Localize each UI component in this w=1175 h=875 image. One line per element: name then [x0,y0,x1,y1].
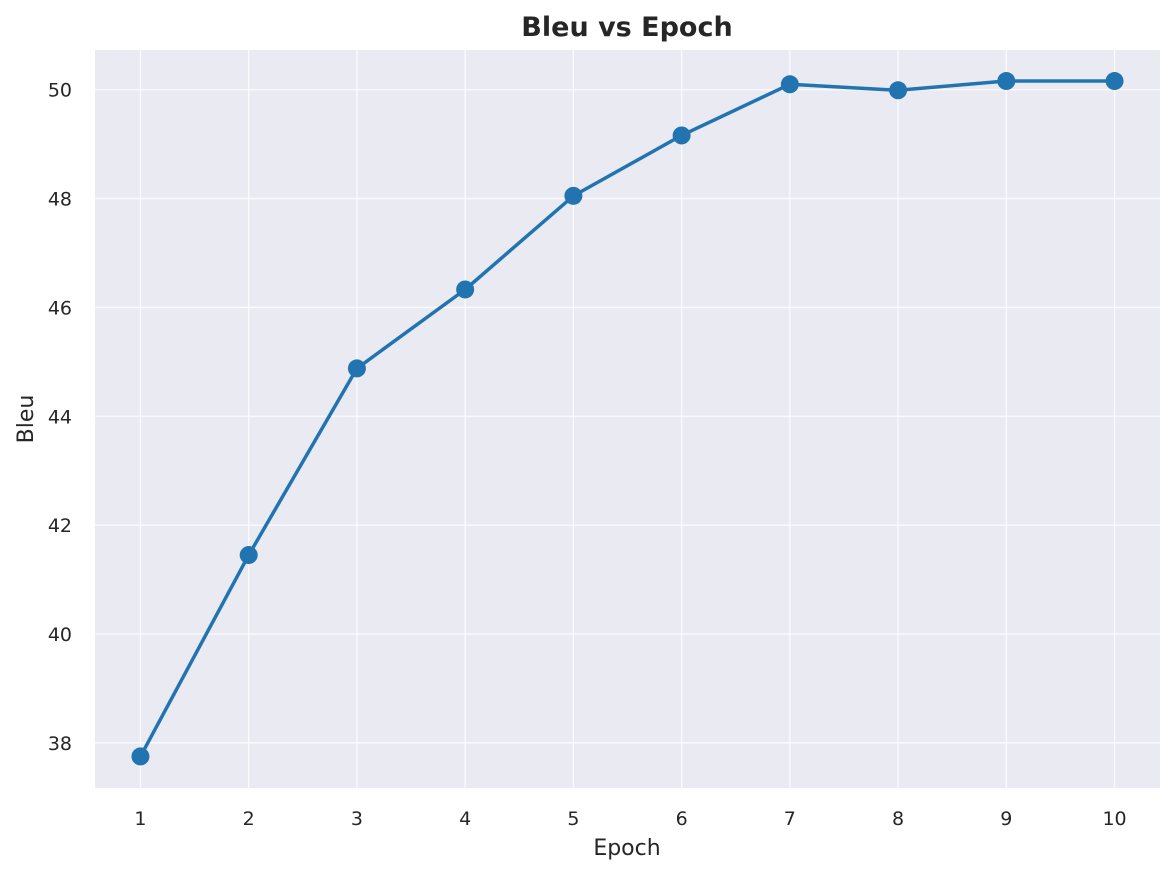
x-tick-label: 3 [351,808,363,830]
y-tick-label: 38 [48,733,72,755]
data-point [997,72,1016,91]
data-point [780,75,799,94]
y-tick-label: 48 [48,189,72,211]
data-point [564,186,583,205]
x-tick-label: 1 [134,808,146,830]
x-tick-label: 9 [1000,808,1012,830]
data-point [347,359,366,378]
x-tick-label: 5 [567,808,579,830]
x-tick-label: 7 [784,808,796,830]
y-axis-label: Bleu [14,395,39,444]
y-gridlines [95,89,1160,744]
series-line [138,79,1117,759]
data-point [1105,72,1124,91]
x-tick-label: 6 [676,808,688,830]
x-tick-label: 4 [459,808,471,830]
x-tick-label: 8 [892,808,904,830]
data-point [672,126,691,145]
data-points [131,72,1124,766]
y-tick-label: 46 [48,297,72,319]
data-point [239,546,258,565]
plot-background [95,50,1160,788]
data-point [131,747,150,766]
y-tick-label: 42 [48,515,72,537]
y-tick-label: 44 [48,406,72,428]
y-tick-label: 50 [48,80,72,102]
y-tick-label: 40 [48,624,72,646]
data-point [889,81,908,100]
x-tick-label: 10 [1102,808,1126,830]
x-axis-label: Epoch [593,836,660,861]
y-tick-labels: 38 40 42 44 46 48 50 [48,80,72,755]
x-tick-labels: 1 2 3 4 5 6 7 8 9 10 [134,808,1126,830]
data-point [456,280,475,299]
chart-title: Bleu vs Epoch [521,12,732,43]
x-gridlines [139,50,1116,788]
x-tick-label: 2 [243,808,255,830]
